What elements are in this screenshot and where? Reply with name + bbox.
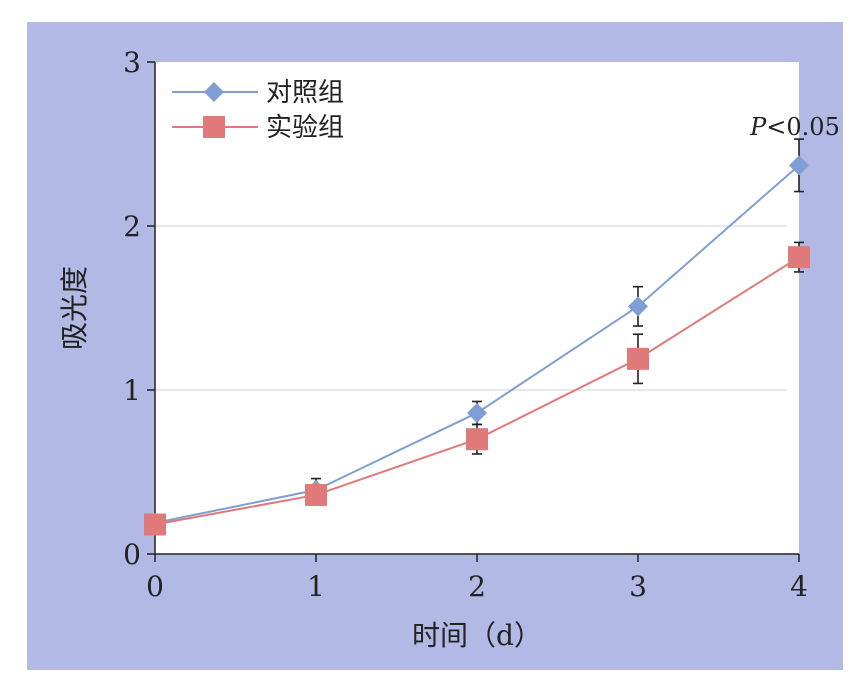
y-tick-label-2: 2 xyxy=(123,210,141,243)
annotation-0: P<0.05 xyxy=(749,113,840,141)
plot-area xyxy=(155,62,799,554)
marker-1-2 xyxy=(466,428,488,451)
y-axis-title: 吸光度 xyxy=(58,266,91,350)
x-tick-label-3: 3 xyxy=(629,570,647,603)
x-axis-title: 时间（d） xyxy=(412,619,542,652)
marker-1-0 xyxy=(144,513,166,536)
marker-0-2 xyxy=(467,402,487,423)
legend-marker-1 xyxy=(203,116,225,138)
ticks: 0 1 2 3 0 1 2 3 4 xyxy=(123,46,808,603)
annotations-layer: P<0.05 xyxy=(749,113,840,141)
markers-layer xyxy=(144,155,810,536)
marker-0-4 xyxy=(789,155,809,176)
legend-label-1: 实验组 xyxy=(266,113,344,143)
y-tick-label-3: 3 xyxy=(123,46,141,79)
gridlines xyxy=(155,225,787,391)
x-tick-label-4: 4 xyxy=(790,570,808,603)
legend-label-0: 对照组 xyxy=(266,78,344,108)
marker-0-3 xyxy=(628,296,648,317)
marker-1-3 xyxy=(627,347,649,370)
y-tick-label-0: 0 xyxy=(123,538,141,571)
legend-marker-0 xyxy=(204,82,224,102)
marker-1-4 xyxy=(788,246,810,269)
x-tick-label-1: 1 xyxy=(307,570,325,603)
marker-1-1 xyxy=(305,483,327,506)
x-tick-label-0: 0 xyxy=(146,570,164,603)
x-tick-label-2: 2 xyxy=(468,570,486,603)
y-tick-label-1: 1 xyxy=(123,374,141,407)
